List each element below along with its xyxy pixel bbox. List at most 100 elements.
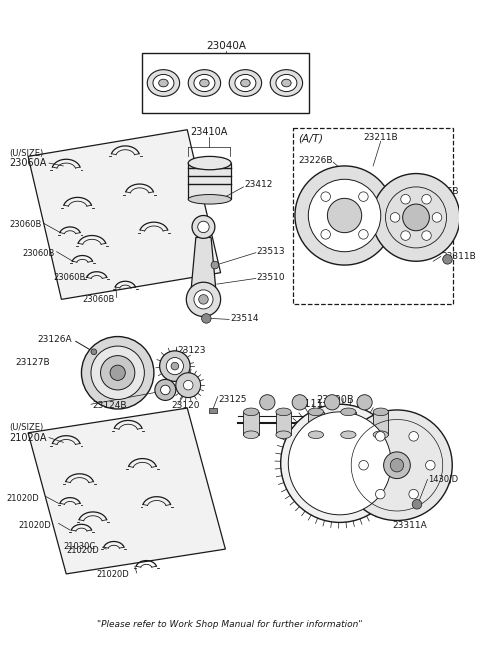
Ellipse shape — [373, 408, 388, 416]
Circle shape — [357, 395, 372, 410]
Text: 23127B: 23127B — [16, 358, 50, 367]
Ellipse shape — [200, 79, 209, 87]
Text: 21020D: 21020D — [66, 546, 99, 555]
Circle shape — [216, 195, 224, 203]
Circle shape — [198, 221, 209, 233]
Circle shape — [91, 349, 96, 354]
Bar — [373, 412, 388, 435]
Circle shape — [166, 358, 183, 375]
Ellipse shape — [276, 408, 291, 416]
Circle shape — [390, 213, 400, 222]
Text: 21020D: 21020D — [96, 570, 130, 579]
Circle shape — [390, 458, 404, 472]
Circle shape — [260, 395, 275, 410]
Ellipse shape — [270, 69, 302, 96]
Ellipse shape — [159, 79, 168, 87]
Bar — [293, 128, 453, 304]
Circle shape — [171, 362, 179, 370]
Ellipse shape — [341, 408, 356, 416]
Text: 23212: 23212 — [297, 441, 325, 451]
Ellipse shape — [188, 195, 231, 204]
Text: 23200B: 23200B — [316, 395, 354, 405]
Circle shape — [375, 432, 385, 441]
Ellipse shape — [243, 408, 259, 416]
Text: 23311A: 23311A — [392, 521, 427, 529]
Ellipse shape — [229, 69, 262, 96]
Polygon shape — [28, 130, 221, 299]
Polygon shape — [191, 237, 216, 290]
Text: (U/SIZE): (U/SIZE) — [9, 149, 43, 158]
Circle shape — [192, 215, 215, 238]
Text: 23040A: 23040A — [206, 41, 246, 50]
Circle shape — [403, 204, 430, 231]
Circle shape — [443, 255, 452, 264]
Circle shape — [422, 195, 431, 204]
Circle shape — [100, 356, 135, 390]
Text: 23125: 23125 — [219, 395, 247, 403]
Circle shape — [321, 192, 330, 201]
Text: 23060A: 23060A — [9, 159, 47, 168]
Bar — [143, 54, 309, 113]
Circle shape — [110, 365, 125, 381]
Text: 23311B: 23311B — [442, 252, 477, 261]
Circle shape — [211, 261, 219, 269]
Circle shape — [412, 500, 422, 509]
Circle shape — [176, 373, 201, 398]
Circle shape — [409, 432, 419, 441]
Circle shape — [183, 381, 193, 390]
Text: 23060B: 23060B — [83, 295, 115, 304]
Text: 23412: 23412 — [244, 181, 273, 189]
Ellipse shape — [188, 69, 221, 96]
Circle shape — [401, 195, 410, 204]
Circle shape — [292, 395, 307, 410]
Bar — [341, 412, 356, 435]
Circle shape — [372, 174, 460, 261]
Circle shape — [422, 231, 431, 240]
Text: 23126A: 23126A — [37, 335, 72, 344]
Ellipse shape — [235, 75, 256, 92]
Circle shape — [281, 404, 399, 523]
Circle shape — [91, 346, 144, 400]
Circle shape — [82, 337, 154, 409]
Text: 23124B: 23124B — [92, 402, 126, 411]
Circle shape — [321, 230, 330, 239]
Circle shape — [327, 198, 362, 233]
Ellipse shape — [276, 75, 297, 92]
Polygon shape — [28, 408, 226, 574]
Text: 23510: 23510 — [257, 273, 286, 282]
Circle shape — [199, 295, 208, 304]
Text: "Please refer to Work Shop Manual for further information": "Please refer to Work Shop Manual for fu… — [97, 620, 363, 629]
Circle shape — [194, 290, 213, 309]
Circle shape — [202, 314, 211, 323]
Bar — [243, 412, 259, 435]
Ellipse shape — [276, 431, 291, 439]
Circle shape — [426, 460, 435, 470]
Text: 21020D: 21020D — [19, 521, 51, 529]
Circle shape — [308, 179, 381, 252]
Ellipse shape — [243, 431, 259, 439]
Circle shape — [295, 166, 394, 265]
Circle shape — [161, 385, 170, 395]
Bar — [276, 412, 291, 435]
Text: 23211B: 23211B — [364, 132, 398, 141]
Text: 1430JD: 1430JD — [429, 475, 458, 484]
Ellipse shape — [308, 408, 324, 416]
Text: 23226B: 23226B — [425, 187, 459, 196]
Text: 23060B: 23060B — [23, 249, 55, 258]
Text: 21020A: 21020A — [9, 433, 47, 443]
Circle shape — [155, 379, 176, 400]
Circle shape — [160, 351, 190, 381]
Text: 23513: 23513 — [257, 247, 286, 256]
Bar — [209, 408, 217, 413]
Text: 23111: 23111 — [292, 400, 323, 409]
Circle shape — [186, 282, 221, 316]
Text: 23120: 23120 — [171, 402, 200, 411]
Text: 23123: 23123 — [178, 346, 206, 355]
Text: 23410A: 23410A — [191, 127, 228, 138]
Circle shape — [324, 395, 340, 410]
Circle shape — [359, 460, 368, 470]
Circle shape — [432, 213, 442, 222]
Ellipse shape — [188, 157, 231, 170]
Ellipse shape — [153, 75, 174, 92]
Ellipse shape — [282, 79, 291, 87]
